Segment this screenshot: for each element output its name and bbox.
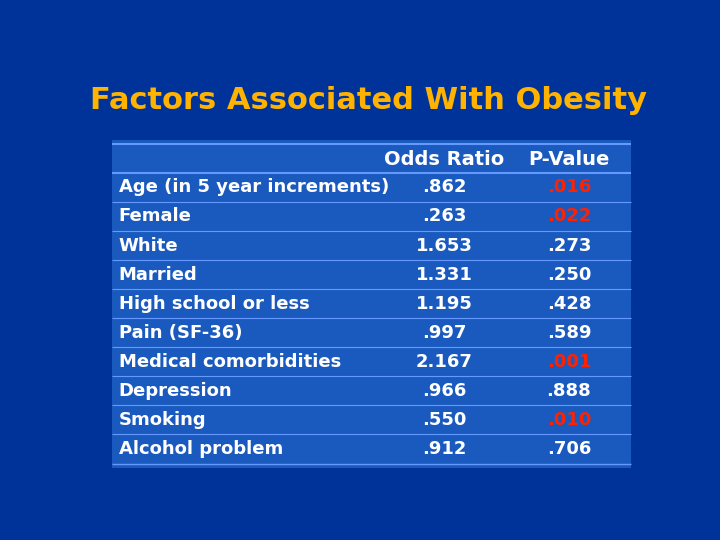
- Text: Smoking: Smoking: [119, 411, 206, 429]
- Text: Age (in 5 year increments): Age (in 5 year increments): [119, 178, 389, 197]
- Text: 1.653: 1.653: [416, 237, 473, 254]
- Text: Female: Female: [119, 207, 192, 226]
- Text: .428: .428: [546, 295, 591, 313]
- Text: .016: .016: [546, 178, 591, 197]
- Text: .589: .589: [546, 324, 591, 342]
- Text: Alcohol problem: Alcohol problem: [119, 440, 283, 458]
- Text: High school or less: High school or less: [119, 295, 310, 313]
- Text: 1.195: 1.195: [416, 295, 473, 313]
- Text: .010: .010: [546, 411, 591, 429]
- Text: .912: .912: [422, 440, 467, 458]
- Text: .966: .966: [422, 382, 467, 400]
- Text: .273: .273: [546, 237, 591, 254]
- Text: White: White: [119, 237, 178, 254]
- Text: Married: Married: [119, 266, 197, 284]
- Text: .022: .022: [546, 207, 591, 226]
- Text: .862: .862: [422, 178, 467, 197]
- Text: Odds Ratio: Odds Ratio: [384, 150, 505, 170]
- Text: Medical comorbidities: Medical comorbidities: [119, 353, 341, 371]
- Text: P-Value: P-Value: [528, 150, 610, 170]
- Text: .263: .263: [422, 207, 467, 226]
- Text: .001: .001: [546, 353, 591, 371]
- Text: Depression: Depression: [119, 382, 232, 400]
- Text: .997: .997: [422, 324, 467, 342]
- Text: .706: .706: [546, 440, 591, 458]
- FancyBboxPatch shape: [112, 140, 631, 468]
- Text: Pain (SF-36): Pain (SF-36): [119, 324, 242, 342]
- Text: 2.167: 2.167: [416, 353, 473, 371]
- Text: Factors Associated With Obesity: Factors Associated With Obesity: [91, 85, 647, 114]
- Text: .250: .250: [546, 266, 591, 284]
- Text: .550: .550: [422, 411, 467, 429]
- Text: .888: .888: [546, 382, 591, 400]
- Text: 1.331: 1.331: [416, 266, 473, 284]
